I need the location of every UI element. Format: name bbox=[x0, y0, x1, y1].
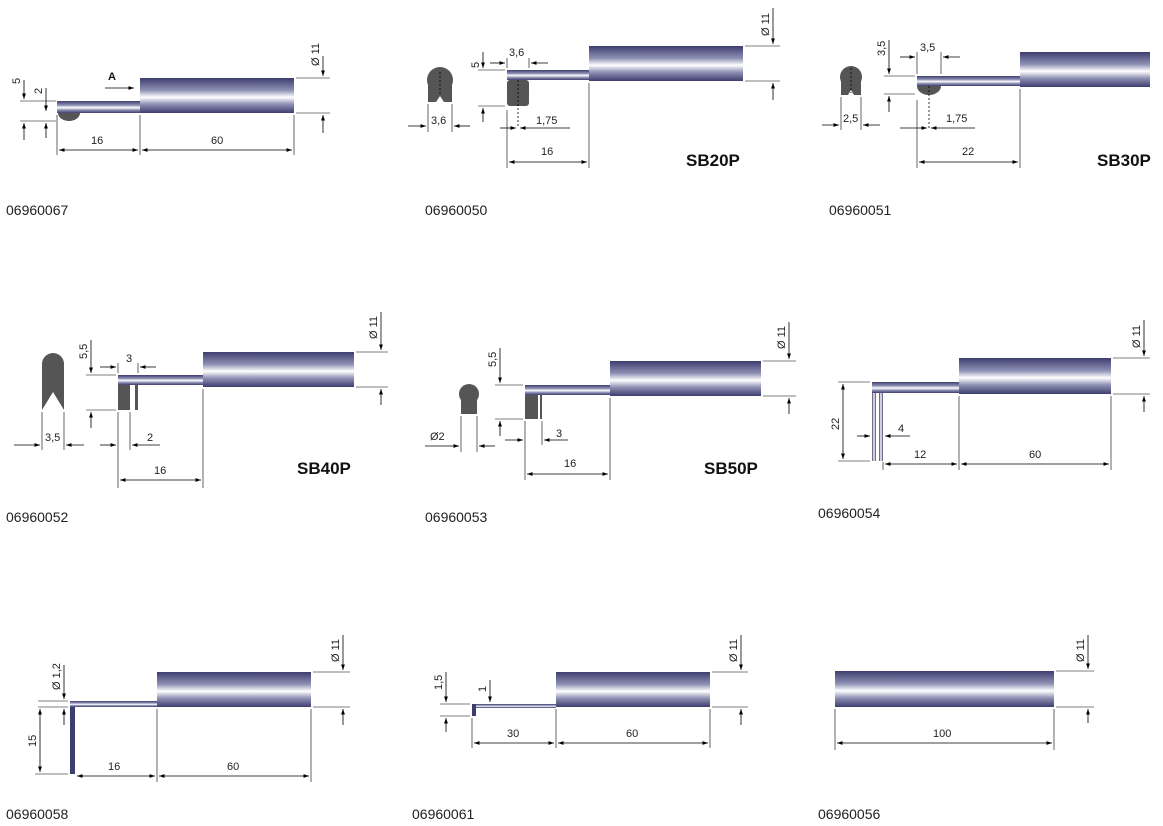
dimension-label: 60 bbox=[227, 761, 239, 773]
view-label: A bbox=[108, 71, 116, 83]
dimension-label: 2 bbox=[147, 432, 153, 444]
dimension-label: 3 bbox=[556, 428, 562, 440]
product-code: 06960050 bbox=[425, 202, 488, 218]
probe-06960061: 1,5 1 30 60 Ø 11 06960061 bbox=[412, 635, 748, 822]
dimension-label: Ø 11 bbox=[368, 316, 380, 339]
dimension-label: 100 bbox=[933, 728, 951, 740]
probe-stem bbox=[118, 375, 203, 385]
probe-stem bbox=[525, 385, 610, 395]
dimension-label: 60 bbox=[626, 728, 638, 740]
probe-body bbox=[835, 671, 1054, 707]
probe-06960051: 2,5 3,5 3,5 1,75 22 SB30P 06960051 bbox=[822, 40, 1151, 218]
probe-body bbox=[610, 361, 761, 396]
dimension-label: 60 bbox=[1029, 449, 1041, 461]
dimension-label: 12 bbox=[914, 449, 926, 461]
probe-stem bbox=[57, 101, 140, 113]
dim-tip: 2 bbox=[33, 88, 45, 94]
dim-stem-length: 16 bbox=[91, 135, 103, 147]
product-code: 06960051 bbox=[829, 202, 892, 218]
dimension-label: Ø 11 bbox=[760, 13, 772, 36]
dimension-label: 15 bbox=[27, 735, 39, 747]
probe-06960054: 22 4 12 60 Ø 11 06960054 bbox=[818, 320, 1150, 521]
dimension-label: 5 bbox=[470, 62, 482, 68]
model-name: SB50P bbox=[704, 459, 758, 478]
dimension-label: Ø 11 bbox=[776, 326, 788, 349]
dimension-label: 3 bbox=[126, 353, 132, 365]
dimension-label: 2,5 bbox=[843, 113, 858, 125]
dimension-label: 30 bbox=[507, 728, 519, 740]
dimension-label: 3,5 bbox=[920, 42, 935, 54]
product-code: 06960058 bbox=[6, 806, 69, 822]
dimension-label: 1,75 bbox=[946, 113, 967, 125]
probe-tip bbox=[118, 385, 130, 410]
dim-height: 5 bbox=[11, 78, 23, 84]
dimension-label: 1,5 bbox=[433, 675, 445, 690]
probe-stem bbox=[917, 76, 1020, 86]
dimension-label: 4 bbox=[898, 423, 904, 435]
dimension-label: 3,6 bbox=[509, 47, 524, 59]
dimension-label: Ø 1,2 bbox=[51, 663, 63, 690]
model-name: SB40P bbox=[297, 459, 351, 478]
dimension-label: 1,75 bbox=[536, 115, 557, 127]
dimension-label: 16 bbox=[154, 465, 166, 477]
dimension-label: 3,5 bbox=[45, 432, 60, 444]
dimension-label: 16 bbox=[108, 761, 120, 773]
dimension-label: 1 bbox=[477, 686, 489, 692]
probe-stem bbox=[472, 704, 556, 708]
dimension-label: Ø 11 bbox=[1131, 325, 1143, 348]
dimension-label: Ø 11 bbox=[1075, 639, 1087, 662]
probe-tip bbox=[58, 113, 80, 121]
probe-06960067: A Ø 11 5 2 16 60 06960067 bbox=[6, 43, 330, 218]
dimension-label: Ø 11 bbox=[330, 639, 342, 662]
probe-body bbox=[556, 672, 710, 707]
probe-stem bbox=[872, 382, 959, 393]
product-code: 06960061 bbox=[412, 806, 475, 822]
probe-body bbox=[589, 46, 743, 81]
probe-stem bbox=[70, 701, 157, 707]
probe-06960053: Ø2 5,5 3 16 Ø 11 SB50P 06960053 bbox=[425, 322, 796, 525]
dim-body-length: 60 bbox=[211, 135, 223, 147]
dim-diameter: Ø 11 bbox=[310, 43, 322, 66]
probe-body bbox=[140, 78, 294, 113]
dimension-label: 3,5 bbox=[876, 41, 888, 56]
dimension-label: 16 bbox=[564, 458, 576, 470]
product-code: 06960056 bbox=[818, 806, 881, 822]
probe-body bbox=[959, 358, 1111, 394]
probe-06960050: 3,6 3,6 5 1,75 16 Ø 11 SB20P 06960050 bbox=[408, 8, 780, 218]
dimension-label: 5,5 bbox=[487, 352, 499, 367]
model-name: SB20P bbox=[686, 151, 740, 170]
dimension-label: 22 bbox=[830, 418, 842, 430]
product-code: 06960052 bbox=[6, 509, 69, 525]
dimension-label: 16 bbox=[541, 146, 553, 158]
dimension-label: 3,6 bbox=[431, 115, 446, 127]
probe-06960058: Ø 1,2 15 16 60 Ø 11 06960058 bbox=[6, 635, 350, 822]
probe-body bbox=[1020, 52, 1150, 87]
dimension-label: 22 bbox=[962, 146, 974, 158]
probe-tip bbox=[525, 395, 538, 419]
product-code: 06960054 bbox=[818, 505, 881, 521]
probe-body bbox=[157, 672, 311, 707]
probe-stem bbox=[507, 70, 589, 80]
probe-06960056: 100 Ø 11 06960056 bbox=[818, 635, 1094, 822]
product-code: 06960053 bbox=[425, 509, 488, 525]
probe-body bbox=[203, 352, 354, 387]
dimension-label: Ø2 bbox=[430, 431, 445, 443]
dimension-label: Ø 11 bbox=[728, 639, 740, 662]
product-code: 06960067 bbox=[6, 202, 69, 218]
dimension-label: 5,5 bbox=[78, 344, 90, 359]
probe-06960052: 3,5 3 5,5 2 16 Ø 11 SB40P 06960052 bbox=[6, 312, 388, 525]
model-name: SB30P bbox=[1097, 151, 1151, 170]
